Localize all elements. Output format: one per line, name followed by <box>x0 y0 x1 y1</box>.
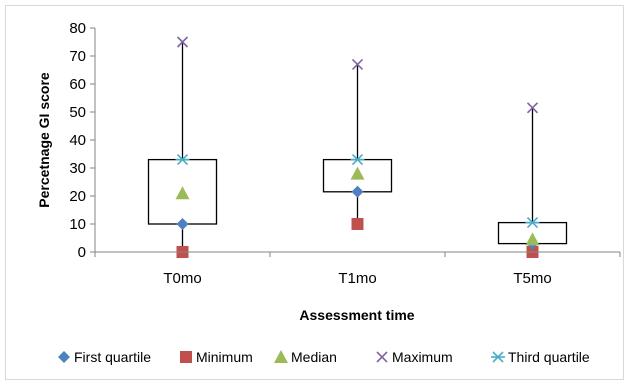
legend-label-minimum: Minimum <box>196 349 253 365</box>
median-point <box>350 166 365 180</box>
first-quartile-point <box>176 218 189 230</box>
y-tick-label: 0 <box>78 244 86 261</box>
maximum-point-stroke-b <box>351 58 364 70</box>
third-quartile-point <box>175 154 190 166</box>
legend-marker-maximum-stroke-b <box>376 351 388 363</box>
maximum-point <box>351 58 364 70</box>
median-point <box>175 186 190 200</box>
x-tick-label: T5mo <box>513 270 551 287</box>
legend-marker-third-quartile <box>491 351 505 363</box>
y-axis: 0 10 20 30 40 50 60 70 80 <box>69 20 96 261</box>
markers <box>175 36 540 258</box>
y-tick-label: 80 <box>69 20 86 37</box>
legend: First quartile Minimum Median Maximum Third … <box>58 349 590 365</box>
legend-label-maximum: Maximum <box>392 349 453 365</box>
maximum-point <box>526 102 539 114</box>
y-tick-label: 60 <box>69 76 86 93</box>
third-quartile-point <box>350 154 365 166</box>
x-tick-label: T1mo <box>338 270 376 287</box>
legend-label-third-quartile: Third quartile <box>508 349 590 365</box>
x-axis-title: Assessment time <box>299 307 414 323</box>
y-tick-label: 40 <box>69 132 86 149</box>
legend-marker-median <box>274 350 288 363</box>
legend-item-minimum: Minimum <box>180 349 253 365</box>
x-axis: T0mo T1mo T5mo <box>94 251 621 287</box>
chart-frame <box>5 5 624 380</box>
legend-item-maximum: Maximum <box>376 349 453 365</box>
minimum-point <box>351 218 364 230</box>
legend-item-third-quartile: Third quartile <box>491 349 590 365</box>
legend-label-first-quartile: First quartile <box>74 349 151 365</box>
y-tick-label: 30 <box>69 160 86 177</box>
median-point <box>525 232 540 246</box>
y-tick-label: 10 <box>69 216 86 233</box>
legend-marker-maximum <box>376 351 388 363</box>
maximum-point-stroke-b <box>526 102 539 114</box>
first-quartile-point <box>351 185 364 198</box>
legend-item-median: Median <box>274 349 337 365</box>
third-quartile-point <box>525 217 540 229</box>
x-tick-label: T0mo <box>163 270 201 287</box>
y-tick-label: 70 <box>69 48 86 65</box>
maximum-point <box>176 36 189 48</box>
y-tick-label: 20 <box>69 188 86 205</box>
legend-label-median: Median <box>291 349 337 365</box>
legend-marker-minimum <box>180 351 192 363</box>
maximum-point-stroke-b <box>176 36 189 48</box>
y-axis-title: Percetnage GI score <box>36 72 52 208</box>
y-tick-label: 50 <box>69 104 86 121</box>
legend-item-first-quartile: First quartile <box>58 349 151 365</box>
legend-marker-first-quartile <box>58 351 70 363</box>
